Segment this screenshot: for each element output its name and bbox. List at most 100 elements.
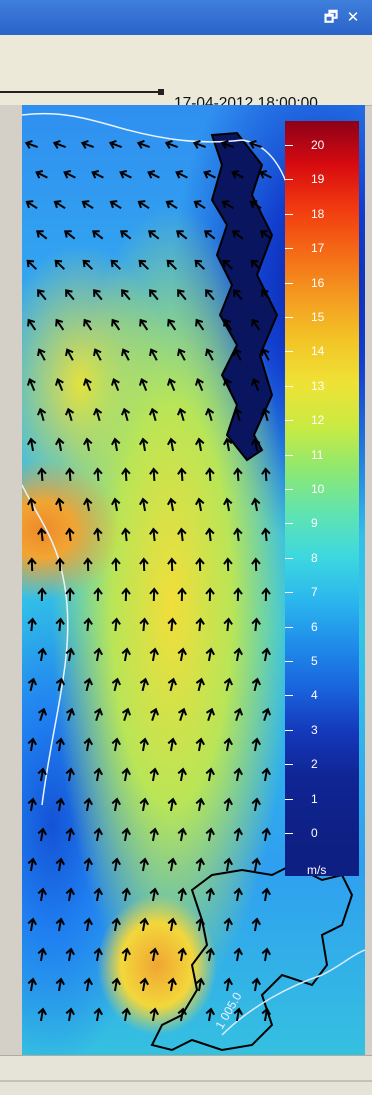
wind-arrow bbox=[233, 887, 243, 902]
wind-arrow bbox=[27, 797, 37, 812]
wind-arrow bbox=[195, 318, 205, 331]
wind-arrow bbox=[81, 200, 94, 210]
wind-arrow bbox=[27, 617, 37, 632]
wind-arrow bbox=[121, 947, 131, 962]
wind-arrow bbox=[261, 647, 271, 662]
wind-arrow bbox=[65, 1007, 75, 1022]
wind-arrow bbox=[109, 200, 122, 210]
wind-arrow bbox=[167, 617, 177, 632]
wind-speed-map[interactable]: 1 005.0 20 19 18 17 16 15 14 13 12 11 10 9 8 7 6 5 4 3 2 1 0… bbox=[22, 105, 365, 1055]
time-slider[interactable] bbox=[0, 89, 164, 95]
wind-arrow bbox=[251, 677, 262, 692]
wind-arrow bbox=[55, 677, 66, 692]
wind-arrow bbox=[83, 557, 93, 572]
wind-arrow bbox=[251, 318, 261, 331]
wind-arrow bbox=[111, 437, 121, 452]
wind-arrow bbox=[37, 587, 47, 602]
wind-arrow bbox=[55, 917, 65, 932]
wind-arrow bbox=[233, 707, 244, 722]
wind-arrow bbox=[251, 797, 261, 812]
wind-arrow bbox=[136, 139, 150, 149]
wind-arrow bbox=[55, 318, 65, 331]
wind-arrow bbox=[121, 647, 131, 662]
wind-arrow bbox=[249, 200, 262, 210]
wind-arrow bbox=[54, 259, 66, 270]
wind-arrow bbox=[177, 827, 187, 842]
status-divider bbox=[0, 1080, 372, 1082]
wind-arrow bbox=[195, 617, 205, 632]
wind-arrow bbox=[250, 259, 262, 270]
colorbar-tick-label: 10 bbox=[311, 482, 325, 496]
wind-arrow bbox=[205, 887, 215, 902]
wind-arrow bbox=[167, 737, 177, 752]
wind-arrow bbox=[251, 977, 261, 992]
wind-arrow bbox=[164, 139, 178, 149]
wind-arrow bbox=[223, 857, 233, 872]
wind-arrow bbox=[233, 1007, 243, 1022]
wind-arrow bbox=[27, 437, 37, 452]
wind-arrow bbox=[82, 259, 94, 270]
wind-arrow bbox=[91, 169, 104, 179]
wind-arrow bbox=[121, 767, 131, 782]
wind-arrow bbox=[108, 139, 122, 149]
wind-arrow bbox=[121, 467, 131, 482]
wind-arrow bbox=[27, 677, 38, 692]
wind-arrow bbox=[93, 827, 103, 842]
colorbar-tick-label: 3 bbox=[311, 722, 318, 737]
wind-arrow bbox=[195, 497, 205, 512]
restore-window-icon[interactable]: 🗗 bbox=[323, 8, 339, 26]
wind-arrow bbox=[149, 707, 160, 722]
wind-arrow bbox=[166, 377, 176, 391]
wind-arrow bbox=[261, 767, 271, 782]
colorbar-tick-label: 18 bbox=[311, 206, 325, 221]
colorbar-tick bbox=[285, 798, 293, 800]
wind-arrow bbox=[26, 377, 36, 391]
wind-arrow bbox=[233, 289, 243, 301]
wind-arrow bbox=[167, 318, 177, 331]
wind-arrow bbox=[251, 437, 261, 452]
wind-arrow bbox=[177, 887, 187, 902]
wind-arrow bbox=[232, 230, 244, 240]
wind-arrow bbox=[55, 497, 65, 512]
colorbar-tick-label: 13 bbox=[311, 378, 325, 393]
wind-arrow bbox=[55, 977, 65, 992]
wind-arrow bbox=[223, 617, 233, 632]
wind-arrow bbox=[233, 467, 243, 482]
colorbar-tick bbox=[285, 592, 293, 594]
wind-arrow bbox=[149, 767, 159, 782]
wind-arrow bbox=[205, 289, 215, 301]
wind-arrow bbox=[65, 348, 74, 361]
colorbar-tick-label: 11 bbox=[311, 447, 324, 462]
wind-arrow bbox=[37, 947, 47, 962]
panel-edge bbox=[0, 105, 22, 1055]
isobar-line bbox=[221, 949, 365, 1036]
wind-arrow bbox=[121, 527, 131, 542]
wind-arrow bbox=[26, 259, 38, 270]
wind-arrow bbox=[139, 318, 149, 331]
colorbar-tick bbox=[285, 489, 293, 490]
wind-arrow bbox=[53, 200, 66, 210]
wind-arrow bbox=[149, 527, 159, 542]
wind-arrow bbox=[27, 557, 37, 572]
wind-arrow bbox=[111, 617, 121, 632]
wind-arrow bbox=[148, 407, 159, 422]
wind-arrow bbox=[205, 707, 216, 722]
wind-arrow bbox=[233, 767, 243, 782]
wind-arrow bbox=[231, 169, 244, 179]
wind-arrow bbox=[55, 857, 65, 872]
wind-arrow bbox=[138, 259, 150, 270]
wind-arrow bbox=[251, 497, 261, 512]
close-icon[interactable]: ✕ bbox=[346, 8, 360, 26]
colorbar-tick bbox=[285, 248, 293, 250]
wind-arrow bbox=[64, 230, 76, 240]
wind-arrow bbox=[195, 557, 205, 572]
wind-arrow bbox=[250, 377, 260, 391]
wind-arrow bbox=[223, 497, 233, 512]
wind-arrow bbox=[64, 407, 75, 422]
wind-arrow bbox=[35, 169, 48, 179]
wind-arrow bbox=[93, 1007, 103, 1022]
coastline-norway bbox=[210, 131, 279, 462]
wind-arrow bbox=[36, 407, 47, 422]
wind-arrow bbox=[83, 737, 93, 752]
window-titlebar: 🗗 ✕ bbox=[0, 0, 372, 35]
